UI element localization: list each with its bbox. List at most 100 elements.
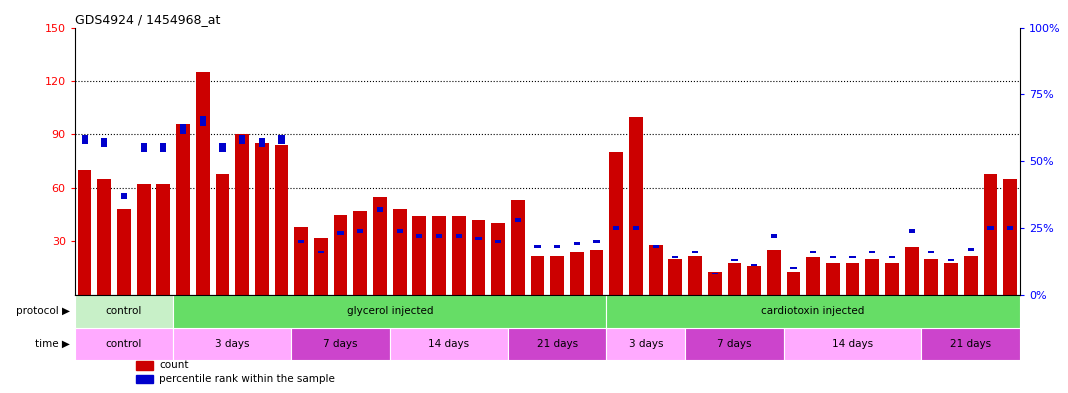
Text: cardiotoxin injected: cardiotoxin injected [761, 306, 865, 316]
Bar [337, 231, 344, 235]
Bar [830, 256, 836, 259]
Bar [101, 138, 108, 147]
Bar [865, 259, 879, 295]
Bar [393, 209, 407, 295]
Text: protocol ▶: protocol ▶ [16, 306, 70, 316]
Bar [417, 234, 423, 238]
Text: control: control [106, 306, 142, 316]
Bar [274, 145, 288, 295]
Bar [905, 247, 918, 295]
Text: percentile rank within the sample: percentile rank within the sample [159, 374, 334, 384]
Bar [219, 143, 225, 152]
Bar [574, 242, 580, 246]
Bar [508, 328, 607, 360]
Bar [633, 226, 639, 230]
Bar [570, 252, 584, 295]
Bar [475, 237, 482, 240]
Bar [292, 328, 390, 360]
Bar [456, 234, 461, 238]
Bar [692, 251, 698, 253]
Bar [590, 250, 603, 295]
Bar [968, 248, 974, 251]
Bar [653, 245, 659, 248]
Bar [629, 117, 643, 295]
Bar [235, 134, 249, 295]
Bar [686, 328, 784, 360]
Bar [195, 72, 209, 295]
Bar [141, 143, 146, 152]
Bar [889, 256, 895, 259]
Bar [258, 138, 265, 147]
Bar [811, 251, 816, 253]
Bar [491, 224, 505, 295]
Bar [594, 240, 599, 243]
Bar [849, 256, 855, 259]
Text: 7 days: 7 days [718, 339, 752, 349]
Bar [534, 245, 540, 248]
Bar [433, 216, 446, 295]
Bar [200, 116, 206, 126]
Text: control: control [106, 339, 142, 349]
Bar [790, 267, 797, 269]
Bar [751, 264, 757, 266]
Bar [452, 216, 466, 295]
Bar [648, 245, 662, 295]
Bar [354, 211, 367, 295]
Bar [925, 259, 938, 295]
Bar [117, 209, 131, 295]
Bar [531, 255, 545, 295]
Bar [869, 251, 876, 253]
Bar [846, 263, 860, 295]
Text: 3 days: 3 days [215, 339, 250, 349]
Bar [173, 328, 292, 360]
Bar [75, 328, 173, 360]
Bar [806, 257, 820, 295]
Bar [987, 226, 993, 230]
Bar [948, 259, 954, 261]
Text: 14 days: 14 days [832, 339, 874, 349]
Bar [607, 328, 686, 360]
Bar [137, 361, 153, 369]
Bar [97, 179, 111, 295]
Bar [550, 255, 564, 295]
Bar [515, 218, 521, 222]
Bar [688, 255, 702, 295]
Bar [472, 220, 485, 295]
Bar [748, 266, 761, 295]
Text: 3 days: 3 days [629, 339, 663, 349]
Bar [613, 226, 619, 230]
Text: time ▶: time ▶ [35, 339, 70, 349]
Bar [396, 229, 403, 233]
Bar [607, 295, 1020, 328]
Text: 21 days: 21 days [536, 339, 578, 349]
Bar [511, 200, 524, 295]
Bar [1003, 179, 1017, 295]
Bar [216, 174, 230, 295]
Bar [496, 240, 501, 243]
Bar [1007, 226, 1014, 230]
Text: count: count [159, 360, 188, 371]
Bar [333, 215, 347, 295]
Bar [767, 250, 781, 295]
Bar [239, 135, 246, 144]
Bar [984, 174, 998, 295]
Bar [81, 135, 88, 144]
Bar [137, 184, 151, 295]
Bar [255, 143, 269, 295]
Bar [885, 263, 899, 295]
Text: GDS4924 / 1454968_at: GDS4924 / 1454968_at [75, 13, 220, 26]
Bar [377, 207, 383, 212]
Bar [672, 256, 678, 259]
Bar [669, 259, 682, 295]
Text: 7 days: 7 days [324, 339, 358, 349]
Text: glycerol injected: glycerol injected [347, 306, 433, 316]
Bar [771, 234, 776, 238]
Text: 21 days: 21 days [951, 339, 991, 349]
Bar [963, 255, 977, 295]
Bar [826, 263, 839, 295]
Bar [314, 238, 328, 295]
Bar [176, 124, 190, 295]
Bar [373, 197, 387, 295]
Bar [909, 229, 914, 233]
Bar [295, 227, 308, 295]
